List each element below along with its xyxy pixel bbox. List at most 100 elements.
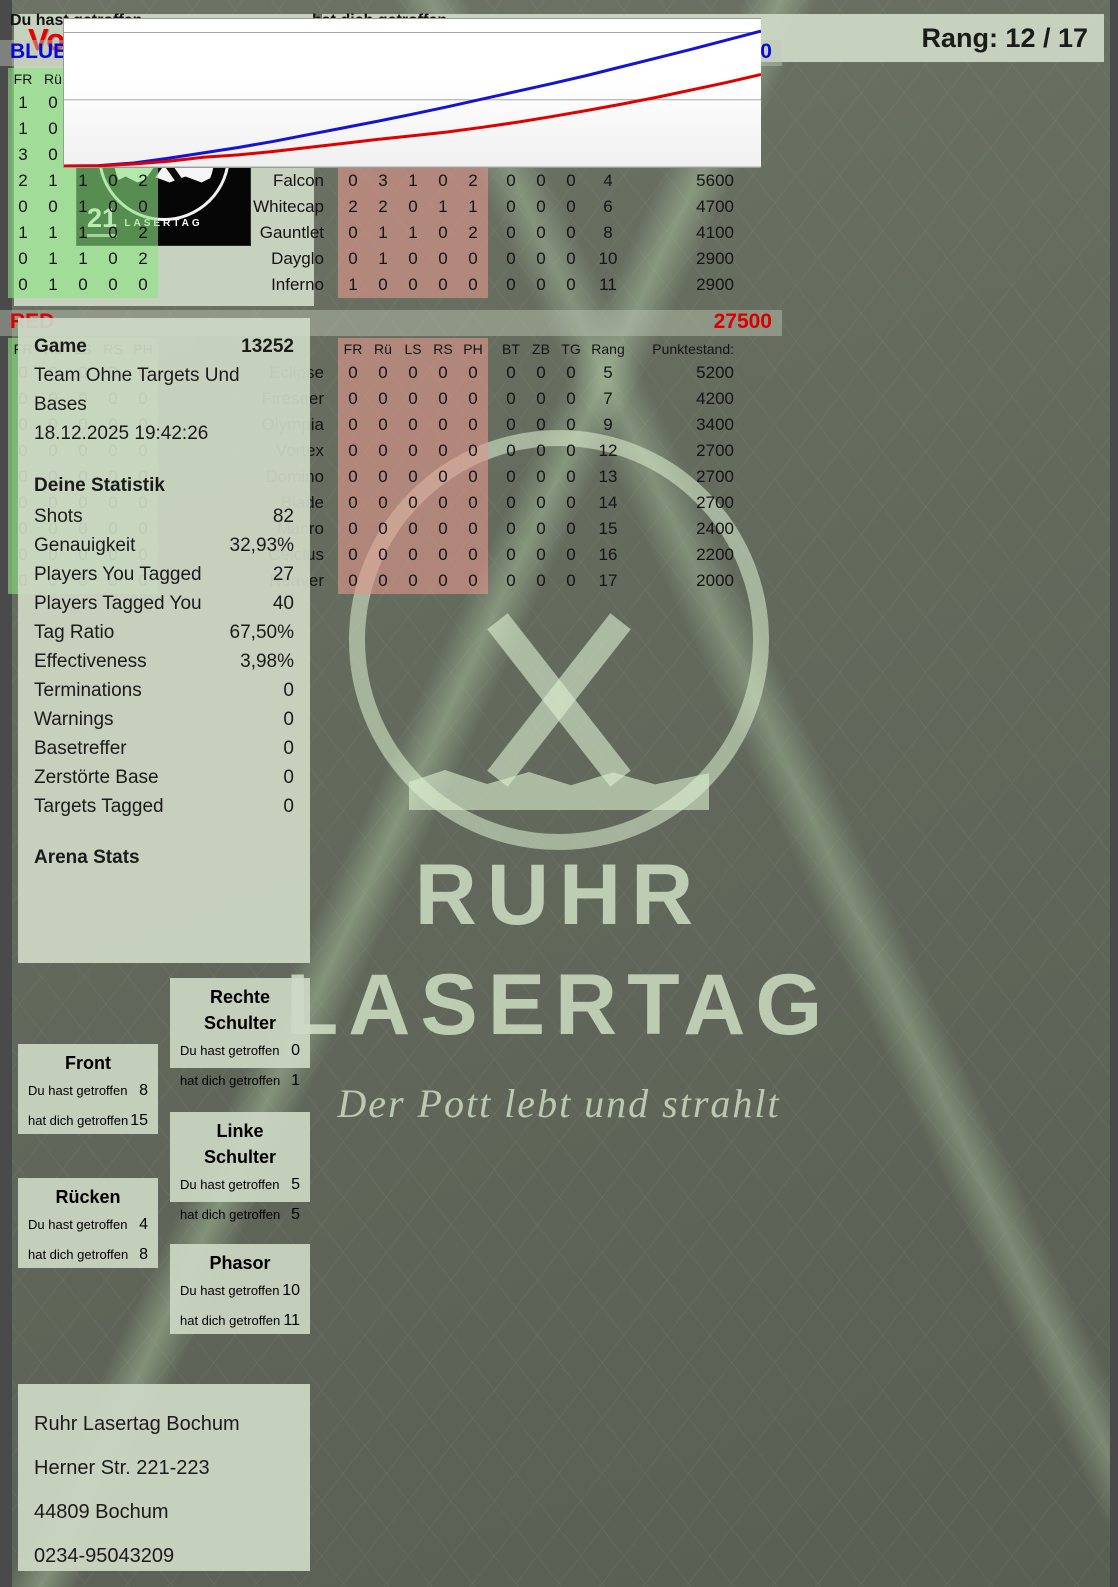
col-header-ZB: ZB bbox=[526, 338, 556, 360]
cell-them-PH: 0 bbox=[458, 386, 488, 412]
stat-label: Tag Ratio bbox=[34, 618, 114, 647]
cell-you-Rü: 1 bbox=[38, 272, 68, 298]
cell-BT: 0 bbox=[496, 168, 526, 194]
stat-value: 82 bbox=[273, 502, 294, 531]
table-row[interactable]: 00100Whitecap2201100064700 bbox=[8, 194, 740, 220]
cell-TG: 0 bbox=[556, 194, 586, 220]
cell-them-Rü: 3 bbox=[368, 168, 398, 194]
stat-label: Warnings bbox=[34, 705, 114, 734]
cell-them-LS: 0 bbox=[398, 568, 428, 594]
col-header-rank: Rang bbox=[586, 338, 630, 360]
cell-them-PH: 0 bbox=[458, 246, 488, 272]
table-row[interactable]: 01000Inferno10000000112900 bbox=[8, 272, 740, 298]
cell-ZB: 0 bbox=[526, 360, 556, 386]
cell-TG: 0 bbox=[556, 464, 586, 490]
bodypart-them-value: 5 bbox=[291, 1200, 300, 1230]
cell-ZB: 0 bbox=[526, 568, 556, 594]
cell-them-Rü: 0 bbox=[368, 412, 398, 438]
cell-TG: 0 bbox=[556, 220, 586, 246]
bodypart-title: Linke Schulter bbox=[180, 1118, 300, 1170]
cell-them-Rü: 0 bbox=[368, 272, 398, 298]
table-row[interactable]: 01102Dayglo01000000102900 bbox=[8, 246, 740, 272]
bodypart-title: Phasor bbox=[180, 1250, 300, 1276]
table-row[interactable]: 11102Gauntlet0110200084100 bbox=[8, 220, 740, 246]
cell-rank: 12 bbox=[586, 438, 630, 464]
cell-them-Rü: 1 bbox=[368, 246, 398, 272]
stat-value: 40 bbox=[273, 589, 294, 618]
cell-them-LS: 0 bbox=[398, 386, 428, 412]
bodypart-panel-rs: Rechte SchulterDu hast getroffen0hat dic… bbox=[170, 978, 310, 1068]
cell-them-FR: 0 bbox=[338, 168, 368, 194]
cell-them-LS: 0 bbox=[398, 490, 428, 516]
cell-them-RS: 0 bbox=[428, 464, 458, 490]
bodypart-them-value: 11 bbox=[283, 1306, 300, 1336]
arena-stat-label: Targets Tagged bbox=[34, 792, 164, 821]
table-row[interactable]: 21102Falcon0310200045600 bbox=[8, 168, 740, 194]
arena-stat-label: Basetreffer bbox=[34, 734, 127, 763]
spacer bbox=[34, 448, 294, 470]
cell-them-RS: 0 bbox=[428, 360, 458, 386]
cell-you-LS: 1 bbox=[68, 194, 98, 220]
cell-them-RS: 0 bbox=[428, 516, 458, 542]
cell-ZB: 0 bbox=[526, 438, 556, 464]
arena-stat-value: 0 bbox=[283, 734, 294, 763]
cell-BT: 0 bbox=[496, 194, 526, 220]
cell-you-LS: 1 bbox=[68, 246, 98, 272]
cell-you-PH: 0 bbox=[128, 272, 158, 298]
cell-them-Rü: 0 bbox=[368, 542, 398, 568]
arena-heading: Arena Stats bbox=[34, 842, 140, 874]
cell-BT: 0 bbox=[496, 272, 526, 298]
cell-them-PH: 0 bbox=[458, 272, 488, 298]
cell-player-name: Falcon bbox=[158, 168, 338, 194]
cell-rank: 5 bbox=[586, 360, 630, 386]
cell-them-Rü: 2 bbox=[368, 194, 398, 220]
cell-points: 4200 bbox=[630, 386, 740, 412]
cell-them-FR: 2 bbox=[338, 194, 368, 220]
bodypart-panel-ls: Linke SchulterDu hast getroffen5hat dich… bbox=[170, 1112, 310, 1202]
cell-rank: 7 bbox=[586, 386, 630, 412]
cell-them-PH: 2 bbox=[458, 168, 488, 194]
cell-them-LS: 0 bbox=[398, 360, 428, 386]
cell-them-FR: 0 bbox=[338, 542, 368, 568]
arena-stat-value: 0 bbox=[283, 792, 294, 821]
bodypart-you-row: Du hast getroffen4 bbox=[28, 1210, 148, 1240]
cell-BT: 0 bbox=[496, 464, 526, 490]
bodypart-them-label: hat dich getroffen bbox=[180, 1066, 280, 1096]
cell-points: 2700 bbox=[630, 438, 740, 464]
cell-them-Rü: 1 bbox=[368, 220, 398, 246]
cell-rank: 16 bbox=[586, 542, 630, 568]
chart-lines bbox=[64, 19, 761, 167]
cell-them-PH: 0 bbox=[458, 464, 488, 490]
stat-label: Players Tagged You bbox=[34, 589, 202, 618]
cell-them-LS: 0 bbox=[398, 542, 428, 568]
cell-TG: 0 bbox=[556, 360, 586, 386]
cell-them-PH: 0 bbox=[458, 438, 488, 464]
cell-TG: 0 bbox=[556, 246, 586, 272]
stat-row: Effectiveness3,98% bbox=[34, 647, 294, 676]
cell-gap bbox=[488, 194, 496, 220]
cell-them-FR: 0 bbox=[338, 516, 368, 542]
stat-label: Shots bbox=[34, 502, 83, 531]
arena-stat-row: Basetreffer 0 bbox=[34, 734, 294, 763]
cell-them-Rü: 0 bbox=[368, 516, 398, 542]
cell-them-LS: 0 bbox=[398, 246, 428, 272]
cell-points: 5600 bbox=[630, 168, 740, 194]
cell-you-RS: 0 bbox=[98, 220, 128, 246]
cell-TG: 0 bbox=[556, 386, 586, 412]
cell-TG: 0 bbox=[556, 168, 586, 194]
cell-them-PH: 0 bbox=[458, 542, 488, 568]
cell-BT: 0 bbox=[496, 542, 526, 568]
cell-points: 4700 bbox=[630, 194, 740, 220]
player-statistics-panel: Game 13252 Team Ohne Targets Und Bases 1… bbox=[18, 318, 310, 963]
address-line: Herner Str. 221-223 bbox=[34, 1446, 310, 1490]
cell-gap bbox=[488, 386, 496, 412]
chart-plot-area bbox=[63, 18, 761, 168]
cell-rank: 15 bbox=[586, 516, 630, 542]
cell-them-FR: 0 bbox=[338, 386, 368, 412]
arena-stat-value: 0 bbox=[283, 763, 294, 792]
cell-points: 2700 bbox=[630, 490, 740, 516]
scoreboard-page: Vortex RUHR LASERTAG 21 Punktestand: 270… bbox=[0, 0, 1118, 1587]
cell-rank: 14 bbox=[586, 490, 630, 516]
cell-player-name: Whitecap bbox=[158, 194, 338, 220]
cell-them-PH: 0 bbox=[458, 568, 488, 594]
